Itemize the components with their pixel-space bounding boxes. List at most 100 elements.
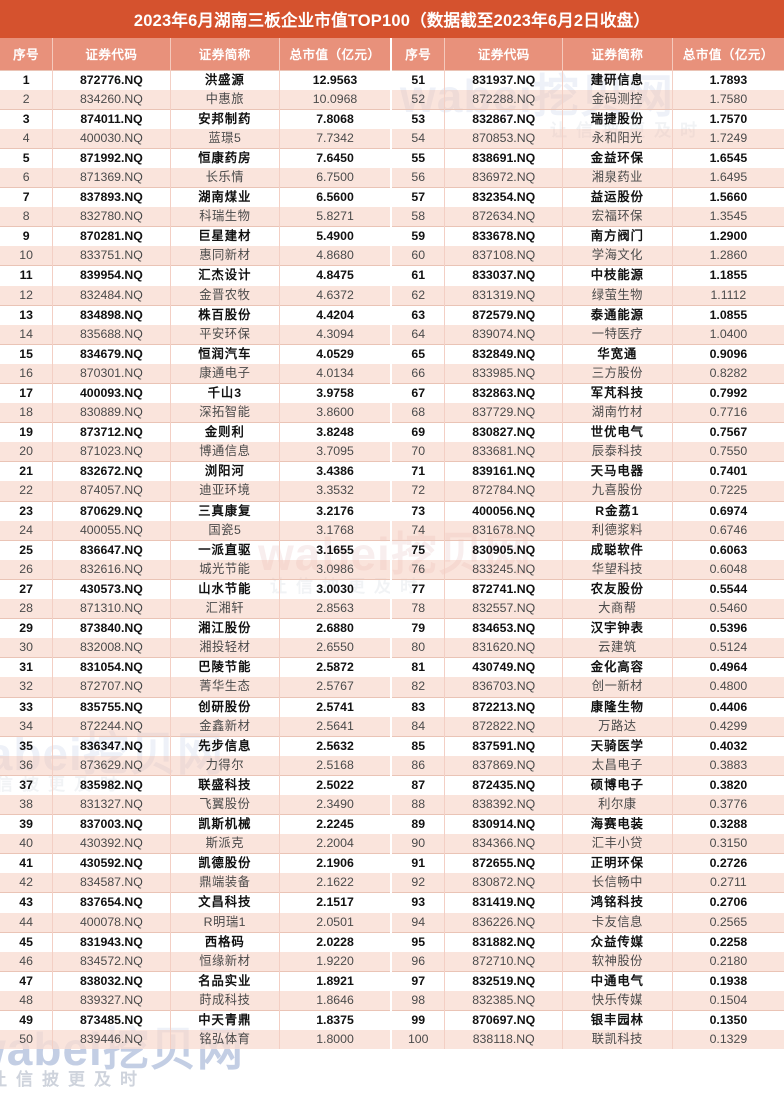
cell-value: 3.7095	[279, 442, 393, 462]
cell-value: 2.3490	[279, 794, 393, 815]
cell-code: 870853.NQ	[444, 128, 563, 149]
table-row: 48 839327.NQ 莳成科技 1.8646	[0, 990, 393, 1011]
cell-value: 2.5767	[279, 677, 393, 697]
cell-code: 874057.NQ	[52, 481, 171, 502]
table-row: 34 872244.NQ 金鑫新材 2.5641	[0, 716, 393, 737]
cell-name: 银丰园林	[562, 1010, 673, 1031]
cell-code: 831882.NQ	[444, 931, 563, 952]
cell-name: 凯斯机械	[170, 814, 281, 835]
cell-index: 65	[392, 343, 446, 364]
table-row: 72 872784.NQ 九喜股份 0.7225	[392, 481, 784, 502]
cell-name: 湘投轻材	[170, 638, 281, 658]
cell-code: 830905.NQ	[444, 539, 563, 560]
table-row: 2 834260.NQ 中惠旅 10.0968	[0, 89, 393, 110]
cell-code: 400056.NQ	[444, 500, 563, 521]
table-row: 87 872435.NQ 硕博电子 0.3820	[392, 774, 784, 795]
cell-value: 0.7567	[672, 422, 784, 443]
cell-name: 莳成科技	[170, 990, 281, 1011]
cell-value: 0.9096	[672, 343, 784, 364]
cell-name: 联凯科技	[562, 1030, 673, 1050]
cell-value: 0.5544	[672, 578, 784, 600]
cell-code: 832616.NQ	[52, 559, 171, 580]
cell-name: 中惠旅	[170, 89, 281, 110]
cell-index: 51	[392, 69, 446, 90]
cell-name: 三真康复	[170, 500, 281, 521]
cell-code: 872776.NQ	[52, 69, 171, 90]
cell-index: 42	[0, 873, 54, 893]
table-row: 100 838118.NQ 联凯科技 0.1329	[392, 1030, 784, 1050]
table-row: 67 832863.NQ 军芃科技 0.7992	[392, 383, 784, 404]
cell-name: 中天青鼎	[170, 1010, 281, 1031]
cell-code: 839446.NQ	[52, 1030, 171, 1050]
cell-index: 1	[0, 69, 54, 90]
cell-index: 90	[392, 834, 446, 854]
cell-index: 11	[0, 265, 54, 286]
cell-index: 63	[392, 304, 446, 325]
cell-name: 湘江股份	[170, 618, 281, 639]
cell-code: 870281.NQ	[52, 226, 171, 247]
table-row: 54 870853.NQ 永和阳光 1.7249	[392, 128, 784, 149]
table-row: 80 831620.NQ 云建筑 0.5124	[392, 638, 784, 658]
cell-index: 48	[0, 990, 54, 1011]
column-header-name: 证券简称	[562, 38, 673, 70]
cell-index: 27	[0, 578, 54, 600]
cell-value: 2.5741	[279, 696, 393, 717]
cell-code: 872244.NQ	[52, 716, 171, 737]
cell-name: 快乐传媒	[562, 990, 673, 1011]
cell-value: 1.7570	[672, 108, 784, 129]
cell-code: 838118.NQ	[444, 1030, 563, 1050]
table-row: 39 837003.NQ 凯斯机械 2.2245	[0, 814, 393, 835]
cell-value: 2.5022	[279, 774, 393, 795]
cell-code: 837108.NQ	[444, 246, 563, 266]
table-row: 15 834679.NQ 恒润汽车 4.0529	[0, 343, 393, 364]
cell-name: 九喜股份	[562, 481, 673, 502]
cell-index: 25	[0, 539, 54, 560]
table-row: 14 835688.NQ 平安环保 4.3094	[0, 324, 393, 345]
cell-index: 87	[392, 774, 446, 795]
watermark-slogan-text: 让信披更及时	[0, 1070, 146, 1089]
cell-name: 凯德股份	[170, 853, 281, 874]
cell-name: 汉宇钟表	[562, 618, 673, 639]
cell-index: 56	[392, 167, 446, 188]
table-row: 95 831882.NQ 众益传媒 0.2258	[392, 931, 784, 952]
cell-index: 62	[392, 285, 446, 306]
cell-value: 0.5460	[672, 599, 784, 619]
cell-name: 三方股份	[562, 363, 673, 384]
cell-value: 6.7500	[279, 167, 393, 188]
cell-value: 1.7249	[672, 128, 784, 149]
cell-name: 大商帮	[562, 599, 673, 619]
table-row: 75 830905.NQ 成聪软件 0.6063	[392, 539, 784, 560]
cell-index: 22	[0, 481, 54, 502]
cell-code: 834679.NQ	[52, 343, 171, 364]
table-row: 71 839161.NQ 天马电器 0.7401	[392, 461, 784, 482]
table-row: 57 832354.NQ 益运股份 1.5660	[392, 187, 784, 208]
table-row: 46 834572.NQ 恒缘新材 1.9220	[0, 951, 393, 972]
cell-index: 100	[392, 1030, 446, 1050]
cell-value: 0.6974	[672, 500, 784, 521]
table-row: 92 830872.NQ 长信畅中 0.2711	[392, 873, 784, 893]
cell-code: 833681.NQ	[444, 442, 563, 462]
cell-value: 7.6450	[279, 147, 393, 168]
cell-value: 1.7580	[672, 89, 784, 110]
table-row: 35 836347.NQ 先步信息 2.5632	[0, 735, 393, 756]
cell-name: 恒润汽车	[170, 343, 281, 364]
cell-value: 2.5168	[279, 755, 393, 776]
cell-code: 870629.NQ	[52, 500, 171, 521]
table-header-row: 序号 证券代码 证券简称 总市值（亿元）	[0, 38, 393, 70]
cell-index: 59	[392, 226, 446, 247]
cell-name: 建研信息	[562, 69, 673, 90]
cell-value: 0.5396	[672, 618, 784, 639]
cell-name: 永和阳光	[562, 128, 673, 149]
table-row: 79 834653.NQ 汉宇钟表 0.5396	[392, 618, 784, 639]
cell-index: 41	[0, 853, 54, 874]
cell-code: 833245.NQ	[444, 559, 563, 580]
cell-index: 10	[0, 246, 54, 266]
cell-code: 430573.NQ	[52, 578, 171, 600]
cell-code: 837729.NQ	[444, 403, 563, 423]
cell-name: 华宽通	[562, 343, 673, 364]
cell-index: 74	[392, 520, 446, 541]
cell-index: 5	[0, 147, 54, 168]
cell-name: 一派直驱	[170, 539, 281, 560]
cell-value: 1.1855	[672, 265, 784, 286]
cell-name: 众益传媒	[562, 931, 673, 952]
